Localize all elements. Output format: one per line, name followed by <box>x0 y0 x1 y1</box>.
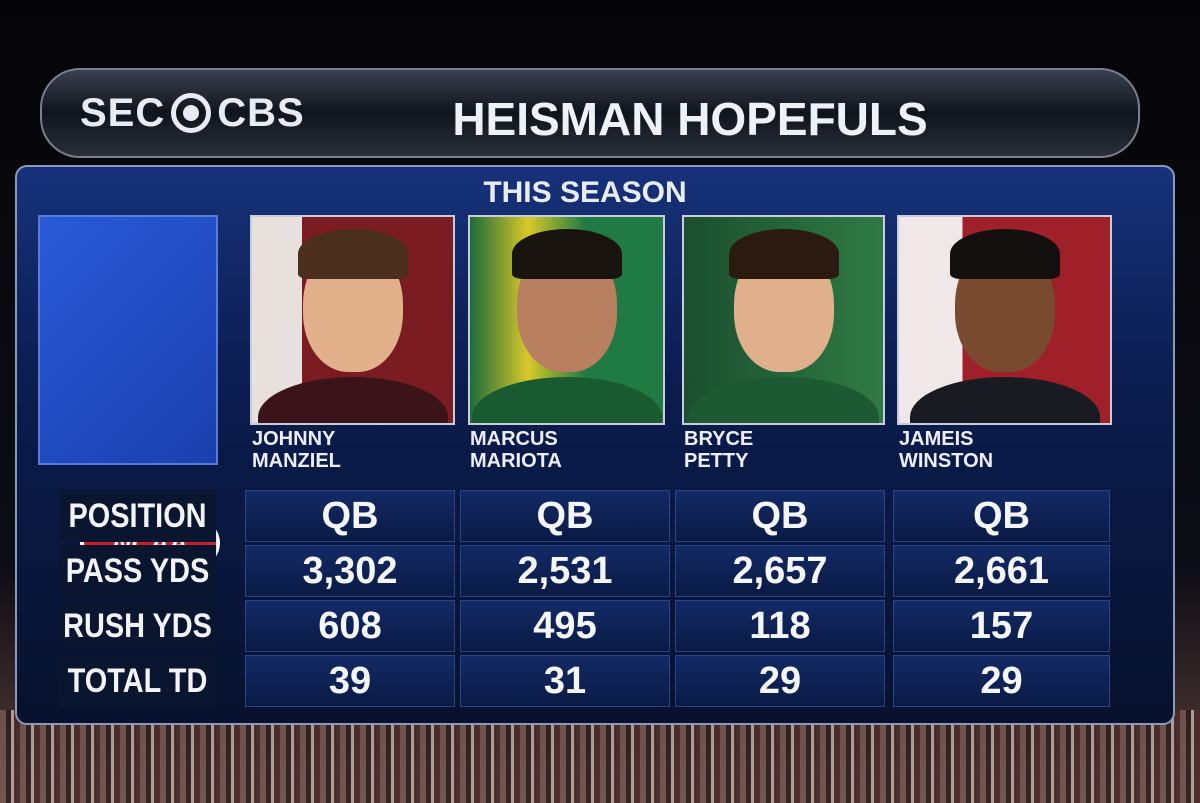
title: HEISMAN HOPEFULS <box>452 93 928 145</box>
first-name: MARCUS <box>470 428 558 450</box>
stat-cell: 608 <box>245 600 455 652</box>
row-label: TOTAL TD <box>58 655 217 707</box>
subtitle: THIS SEASON <box>483 176 687 209</box>
last-name: WINSTON <box>899 450 994 472</box>
stat-cell: 495 <box>460 600 670 652</box>
player-photo <box>897 215 1112 425</box>
stat-cell: 157 <box>893 600 1110 652</box>
stat-cell: 118 <box>675 600 885 652</box>
cbs-eye <box>171 93 212 133</box>
row-label: PASS YDS <box>58 545 217 597</box>
stat-cell: QB <box>893 490 1110 542</box>
first-name: JOHNNY <box>252 428 336 450</box>
player-hair <box>728 229 839 279</box>
stat-cell: 2,657 <box>675 545 885 597</box>
row-label: RUSH YDS <box>58 600 217 652</box>
player-photo <box>468 215 665 425</box>
row-label: POSITION <box>58 490 217 542</box>
stat-cell: 39 <box>245 655 455 707</box>
player-body <box>688 377 879 423</box>
network-logo: SEC CBS <box>80 90 350 136</box>
first-name: BRYCE <box>684 428 754 450</box>
stat-cell: QB <box>245 490 455 542</box>
crowd-background <box>0 710 1200 803</box>
last-name: MARIOTA <box>470 450 562 472</box>
stat-cell: 29 <box>893 655 1110 707</box>
stat-cell: 2,531 <box>460 545 670 597</box>
stat-cell: 29 <box>675 655 885 707</box>
first-name: JAMEIS <box>899 428 974 450</box>
player-body <box>909 377 1100 423</box>
player-photo <box>250 215 455 425</box>
stat-cell: QB <box>460 490 670 542</box>
player-name: MARCUS MARIOTA <box>470 428 562 472</box>
stat-cell: 31 <box>460 655 670 707</box>
player-name: BRYCE PETTY <box>684 428 753 472</box>
player-name: JAMEIS WINSTON <box>899 428 993 472</box>
player-hair <box>297 229 408 279</box>
player-hair <box>511 229 622 279</box>
player-body <box>257 377 448 423</box>
last-name: PETTY <box>684 450 749 472</box>
header-bar <box>40 68 1140 158</box>
player-photo <box>682 215 885 425</box>
stat-cell: 2,661 <box>893 545 1110 597</box>
logo-right: CBS <box>217 90 305 135</box>
stat-cell: 3,302 <box>245 545 455 597</box>
stat-cell: QB <box>675 490 885 542</box>
player-hair <box>949 229 1060 279</box>
logo-left: SEC <box>80 90 166 135</box>
last-name: MANZIEL <box>252 450 341 472</box>
player-name: JOHNNY MANZIEL <box>252 428 341 472</box>
player-body <box>471 377 662 423</box>
ncaa-panel: NCAA <box>38 215 220 584</box>
